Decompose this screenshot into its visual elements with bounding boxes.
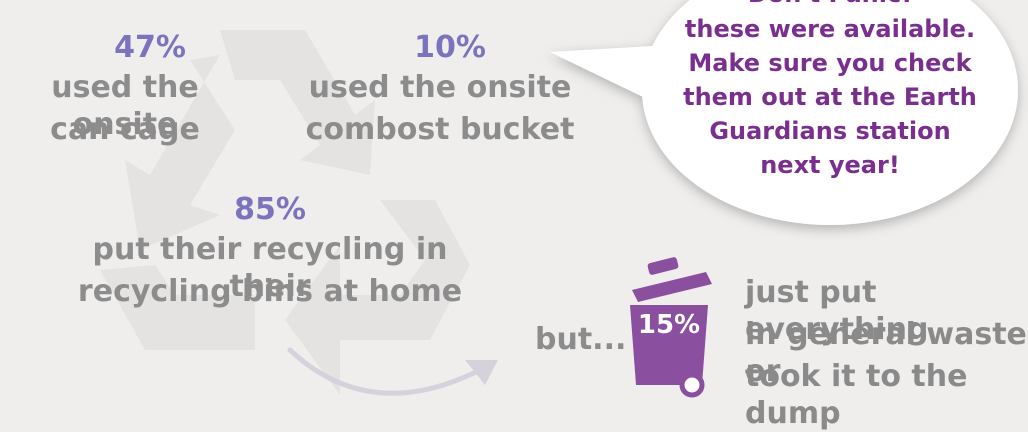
- bubble-text-0: Don't Panic!: [640, 0, 1020, 10]
- home-recycling-line2: recycling bins at home: [77, 274, 463, 309]
- waste-line1: just put everything: [745, 275, 929, 347]
- compost-percent: 10%: [414, 30, 486, 65]
- bin-percent: 15%: [637, 310, 701, 340]
- speech-bubble: [550, 0, 1018, 225]
- bubble-text-3: them out at the Earth: [683, 83, 977, 111]
- can-cage-line2: can cage: [50, 112, 200, 147]
- can-cage-percent: 47%: [114, 30, 186, 65]
- bubble-text-1: these were available.: [684, 15, 976, 43]
- home-recycling-percent: 85%: [234, 192, 306, 227]
- but-label: but...: [535, 322, 627, 357]
- home-recycling-line1: put their recycling in their: [92, 232, 448, 304]
- waste-line2: in general waste or: [745, 317, 1027, 389]
- curved-arrow-icon: [287, 347, 498, 396]
- wheelie-bin-icon: [630, 257, 712, 398]
- bubble-text-2: Make sure you check: [688, 49, 972, 77]
- can-cage-line1: used the onsite: [51, 70, 199, 142]
- bubble-text-5: next year!: [760, 151, 900, 179]
- recycling-symbol-icon: [100, 30, 470, 395]
- waste-line3: took it to the dump: [745, 359, 968, 431]
- compost-line2: combost bucket: [305, 112, 575, 147]
- compost-line1: used the onsite: [308, 70, 572, 105]
- bubble-text-4: Guardians station: [709, 117, 951, 145]
